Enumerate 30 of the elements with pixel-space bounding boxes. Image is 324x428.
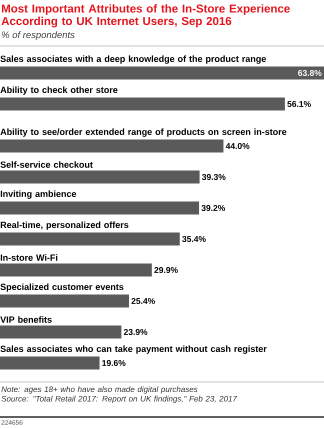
data-label: 25.4% — [131, 298, 155, 304]
y-tick-label: In-store Wi-Fi — [0, 254, 58, 261]
y-tick-label: Ability to check other store — [0, 86, 118, 95]
y-tick-label: Sales associates with a deep knowledge of the product range — [0, 55, 266, 64]
data-label: 56.1% — [287, 101, 311, 107]
y-tick-label: Real-time, personalized offers — [0, 221, 128, 230]
y-tick-label: Specialized customer events — [0, 283, 124, 292]
data-label: 35.4% — [182, 236, 206, 242]
data-label: 63.8% — [298, 70, 322, 76]
bar — [0, 232, 180, 246]
data-label: 39.3% — [202, 174, 226, 180]
data-label: 19.6% — [102, 360, 126, 366]
bar — [0, 264, 152, 277]
y-tick-label: Inviting ambience — [0, 190, 76, 199]
data-label: 23.9% — [124, 329, 148, 336]
y-tick-label: VIP benefits — [0, 316, 52, 323]
data-label: 29.9% — [154, 267, 178, 273]
y-tick-label: Ability to see/order extended range of products on screen in-store — [0, 128, 286, 137]
chart-title: Most Important Attributes of the In-Store Experience According to UK Internet Users, Sep 2016 — [1, 4, 290, 28]
data-label: 39.2% — [201, 205, 226, 212]
bar — [0, 326, 122, 339]
bar — [0, 294, 129, 308]
y-tick-label: Self-service checkout — [0, 161, 93, 168]
bar — [0, 170, 200, 184]
bar — [0, 202, 200, 215]
y-tick-label: Sales associates who can take payment without cash register — [0, 345, 267, 354]
chart-subtitle: % of respondents — [2, 31, 75, 40]
bar — [0, 356, 100, 370]
bar — [0, 140, 224, 153]
data-label: 44.0% — [226, 143, 250, 149]
